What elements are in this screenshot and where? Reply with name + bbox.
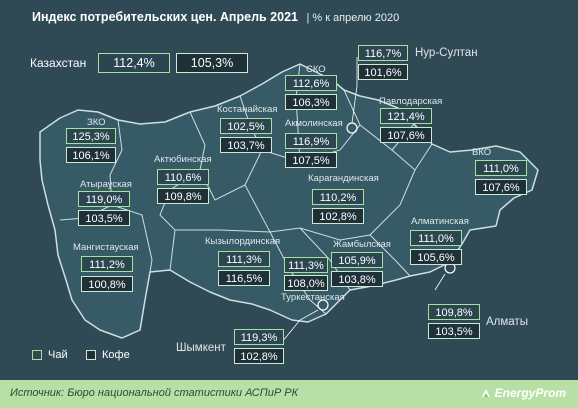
region-name-akmola: Акмолинская [285,118,343,129]
source-note: Источник: Бюро национальной статистики А… [10,387,299,399]
region-tea-karaganda: 110,2% [312,189,364,205]
region-name-vko: ВКО [472,147,492,158]
legend-coffee: Кофе [86,349,130,361]
region-name-almaty-city: Алматы [486,316,528,328]
region-coffee-mangystau: 100,8% [81,276,133,292]
region-tea-nursultan: 116,7% [358,45,408,61]
region-name-aktobe: Актюбинская [154,154,212,165]
region-coffee-almaty-region: 105,6% [410,249,462,265]
energyprom-mark-icon [481,389,490,397]
region-coffee-kostanay: 103,7% [220,137,272,153]
brand-logo: EnergyProm [480,386,566,400]
region-name-pavlodar: Павлодарская [379,96,443,107]
nursultan-leader [351,57,358,124]
shymkent-leader [281,309,319,343]
region-tea-almaty-city: 109,8% [428,304,480,320]
region-coffee-almaty-city: 103,5% [428,323,480,339]
region-coffee-nursultan: 101,6% [358,64,408,80]
legend-tea-label: Чай [48,349,68,361]
title-row: Индекс потребительских цен. Апрель 2021 … [32,8,399,26]
region-name-turkestan: Туркестанская [281,292,345,303]
region-name-kostanay: Костанайская [217,104,278,115]
region-tea-kostanay: 102,5% [220,118,272,134]
shymkent-marker [317,299,329,311]
region-coffee-zko: 106,1% [66,147,116,163]
region-name-mangystau: Мангистауская [73,242,139,253]
region-name-sko: СКО [306,64,326,75]
region-coffee-karaganda: 102,8% [312,208,364,224]
region-coffee-pavlodar: 107,6% [380,127,432,143]
region-tea-pavlodar: 121,4% [380,108,432,124]
region-name-almaty-region: Алматинская [411,216,469,227]
region-tea-almaty-region: 111,0% [410,230,462,246]
region-name-kyzylorda: Кызылординская [205,236,281,247]
country-coffee-value: 105,3% [176,53,248,73]
region-tea-zhambyl: 105,9% [331,252,383,268]
chart-subtitle: | % к апрелю 2020 [306,12,400,24]
region-tea-aktobe: 110,6% [157,169,209,185]
region-name-atyrau: Атырауская [80,179,132,190]
region-coffee-kyzylorda: 116,5% [218,270,270,286]
region-tea-akmola: 116,9% [285,133,337,149]
country-tea-value: 112,4% [98,53,170,73]
region-tea-vko: 111,0% [475,160,527,176]
region-coffee-shymkent: 102,8% [234,348,284,364]
almaty-leader [434,273,446,291]
chart-title: Индекс потребительских цен. Апрель 2021 [32,10,298,24]
region-tea-mangystau: 111,2% [81,256,133,272]
region-tea-kyzylorda: 111,3% [218,251,270,267]
legend-coffee-swatch [86,350,96,360]
brand-name: EnergyProm [494,386,566,400]
region-border [369,234,411,277]
legend-coffee-label: Кофе [102,349,130,361]
region-coffee-turkestan: 108,0% [284,275,328,291]
region-coffee-zhambyl: 103,8% [331,271,383,287]
region-name-shymkent: Шымкент [176,342,226,354]
region-name-zko: ЗКО [87,117,106,128]
region-tea-sko: 112,6% [285,75,337,91]
region-tea-shymkent: 119,3% [234,329,284,345]
region-tea-zko: 125,3% [66,128,116,144]
country-label: Казахстан [30,56,87,70]
region-name-karaganda: Карагандинская [308,173,379,184]
region-coffee-vko: 107,6% [475,179,527,195]
legend-tea: Чай [32,349,68,361]
region-name-nursultan: Нур-Султан [415,47,478,59]
region-tea-atyrau: 119,0% [78,191,130,207]
region-tea-turkestan: 111,3% [284,257,328,273]
region-coffee-sko: 106,3% [285,94,337,110]
footer: Источник: Бюро национальной статистики А… [0,380,578,408]
region-border [175,229,271,233]
region-coffee-atyrau: 103,5% [78,210,130,226]
region-name-zhambyl: Жамбылская [333,239,391,250]
region-coffee-akmola: 107,5% [285,152,337,168]
region-coffee-aktobe: 109,8% [157,188,209,204]
legend-tea-swatch [32,350,42,360]
